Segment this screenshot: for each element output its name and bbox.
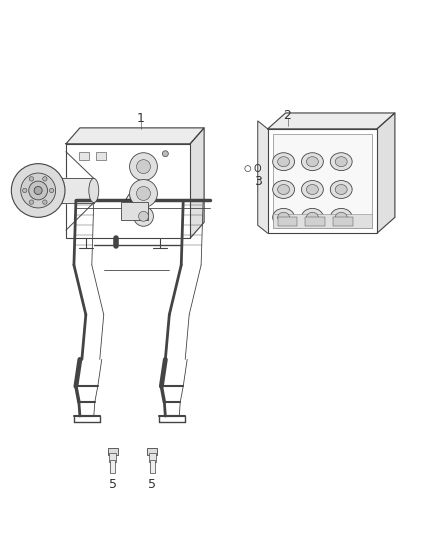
Circle shape bbox=[42, 200, 47, 204]
Polygon shape bbox=[377, 113, 395, 233]
Bar bbox=[96, 152, 106, 160]
Ellipse shape bbox=[330, 153, 352, 171]
Bar bbox=[66, 144, 190, 238]
Text: 4: 4 bbox=[125, 192, 133, 205]
Ellipse shape bbox=[278, 212, 290, 222]
Circle shape bbox=[22, 188, 27, 192]
Ellipse shape bbox=[307, 157, 318, 167]
Polygon shape bbox=[258, 121, 268, 233]
Ellipse shape bbox=[335, 184, 347, 195]
Ellipse shape bbox=[273, 181, 294, 198]
Circle shape bbox=[162, 151, 168, 157]
Bar bbox=[110, 460, 115, 473]
Circle shape bbox=[11, 164, 65, 217]
Circle shape bbox=[34, 187, 42, 195]
Ellipse shape bbox=[278, 157, 290, 167]
Text: 1: 1 bbox=[137, 112, 145, 125]
Ellipse shape bbox=[89, 179, 99, 203]
Ellipse shape bbox=[335, 212, 347, 222]
Circle shape bbox=[42, 176, 47, 181]
Ellipse shape bbox=[273, 208, 294, 226]
Bar bbox=[268, 129, 377, 233]
Polygon shape bbox=[190, 128, 204, 238]
Text: O: O bbox=[254, 164, 261, 174]
Text: 5: 5 bbox=[148, 478, 156, 491]
Ellipse shape bbox=[330, 181, 352, 198]
Text: 2: 2 bbox=[284, 109, 292, 123]
Circle shape bbox=[138, 212, 148, 221]
Ellipse shape bbox=[307, 184, 318, 195]
Circle shape bbox=[137, 187, 150, 200]
Circle shape bbox=[29, 176, 34, 181]
Bar bbox=[109, 453, 116, 462]
Polygon shape bbox=[268, 113, 395, 129]
Bar bbox=[150, 460, 155, 473]
Circle shape bbox=[21, 173, 56, 208]
Circle shape bbox=[130, 153, 157, 181]
Ellipse shape bbox=[273, 153, 294, 171]
Circle shape bbox=[134, 206, 153, 226]
Circle shape bbox=[49, 188, 54, 192]
Bar bbox=[108, 448, 118, 455]
Text: 5: 5 bbox=[109, 478, 117, 491]
Ellipse shape bbox=[301, 181, 323, 198]
Circle shape bbox=[29, 181, 48, 200]
Bar bbox=[120, 203, 148, 220]
Circle shape bbox=[137, 160, 150, 174]
Bar bbox=[148, 448, 157, 455]
Bar bbox=[333, 217, 353, 226]
Ellipse shape bbox=[301, 208, 323, 226]
Ellipse shape bbox=[278, 184, 290, 195]
Circle shape bbox=[29, 200, 34, 204]
Ellipse shape bbox=[301, 153, 323, 171]
Bar bbox=[149, 453, 156, 462]
Text: 3: 3 bbox=[254, 175, 261, 188]
Circle shape bbox=[130, 180, 157, 207]
Bar bbox=[278, 217, 297, 226]
Ellipse shape bbox=[307, 212, 318, 222]
Bar bbox=[79, 152, 89, 160]
Polygon shape bbox=[36, 179, 94, 203]
Bar bbox=[305, 217, 325, 226]
Circle shape bbox=[245, 166, 251, 172]
Ellipse shape bbox=[330, 208, 352, 226]
Ellipse shape bbox=[335, 157, 347, 167]
Bar bbox=[273, 134, 372, 228]
Polygon shape bbox=[66, 128, 204, 144]
Bar bbox=[273, 214, 372, 228]
